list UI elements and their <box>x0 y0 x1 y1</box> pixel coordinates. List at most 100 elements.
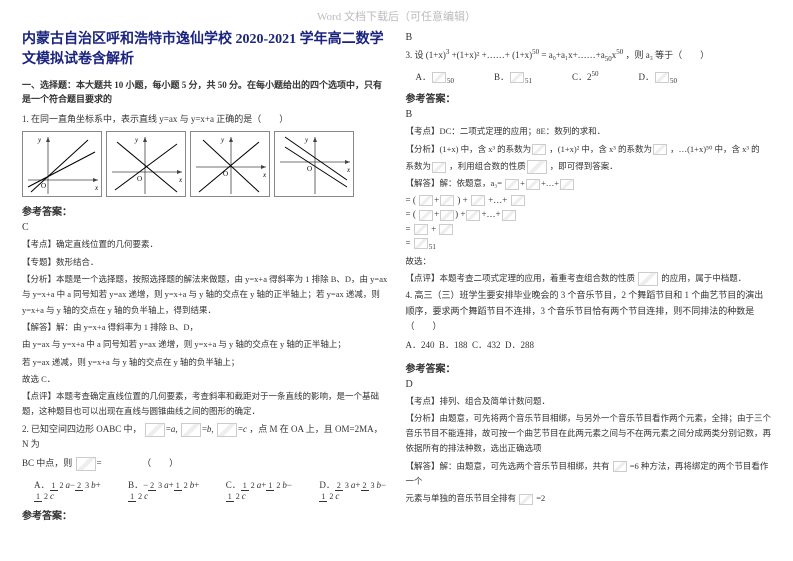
q4-text: 4. 高三（三）班学生要安排毕业晚会的 3 个音乐节目，2 个舞蹈节目和 1 个… <box>406 288 772 334</box>
q3-dp-b: 的应用，属于中档题． <box>661 273 746 283</box>
graph-b: x y O <box>106 131 186 197</box>
q3-opt-a: A．50 <box>416 70 455 85</box>
q4-opt-c: C．432 <box>472 340 501 350</box>
combo-icon <box>466 210 480 221</box>
combo-icon <box>439 224 453 235</box>
q2-opt-c: C．12a+12b−12c <box>226 478 294 501</box>
svg-text:x: x <box>346 166 351 174</box>
graph-d: x y O <box>274 131 354 197</box>
q3-last: 故选： <box>406 254 772 269</box>
q3-fx-b: ，(1+x)² 中，含 x³ 的系数为 <box>549 144 652 154</box>
graph-a: x y O <box>22 131 102 197</box>
q4-jd-c: 元素与单独的音乐节目全排有 <box>406 493 517 503</box>
q3-c: = a₀+a₁x+……+a <box>541 50 604 60</box>
q3-fenxi: 【分析】(1+x) 中，含 x³ 的系数为 ，(1+x)² 中，含 x³ 的系数… <box>406 142 772 157</box>
q1-dianping: 【点评】本题考查确定直线位置的几何要素，考查斜率和截距对于一条直线的影响，是一个… <box>22 389 388 420</box>
q2-opt-a: A．12a−23b+12c <box>34 478 102 501</box>
q3-d: ，则 a₃ 等于（ ） <box>625 50 709 60</box>
q3-fenxi-2: 系数为 ，利用组合数的性质 ，即可得到答案． <box>406 159 772 174</box>
combo-icon <box>432 72 446 83</box>
combo-icon <box>414 238 428 249</box>
section-1-heading: 一、选择题：本大题共 10 小题，每小题 5 分，共 50 分。在每小题给出的四… <box>22 79 388 106</box>
q1-jiedai-2: 由 y=ax 与 y=x+a 中 a 同号知若 y=ax 递增，则 y=x+a … <box>22 337 388 352</box>
svg-text:O: O <box>137 175 142 183</box>
q1-jiedai-4: 故选 C． <box>22 372 388 387</box>
q1-answer: C <box>22 222 388 233</box>
q4-answer: D <box>406 379 772 390</box>
vector-mn-icon <box>76 457 96 471</box>
answer-label-3: 参考答案： <box>406 90 772 105</box>
q3-opt-b: B．51 <box>494 70 532 85</box>
combo-icon <box>560 179 574 190</box>
q3-b: +(1+x)² +……+ (1+x) <box>452 50 533 60</box>
svg-text:y: y <box>134 136 139 144</box>
combo-icon <box>526 179 540 190</box>
q4-jd-d: =2 <box>536 493 545 503</box>
answer-label-1: 参考答案： <box>22 203 388 218</box>
vector-oc-icon <box>217 423 237 437</box>
q3-fx-e: ，利用组合数的性质 <box>449 161 526 171</box>
q2-answer: B <box>406 32 772 43</box>
combo-icon <box>414 224 428 235</box>
q2-text-c: BC 中点，则 <box>22 458 72 468</box>
combo-icon <box>532 144 546 155</box>
combo-icon <box>511 195 525 206</box>
q1-text: 1. 在同一直角坐标系中，表示直线 y=ax 与 y=x+a 正确的是（ ） <box>22 112 388 127</box>
q1-kaodian: 【考点】确定直线位置的几何要素． <box>22 237 388 252</box>
q3-opt-d: D．50 <box>639 70 678 85</box>
svg-text:O: O <box>307 165 312 173</box>
combo-icon <box>653 144 667 155</box>
left-column: 内蒙古自治区呼和浩特市逸仙学校 2020-2021 学年高二数学文模拟试卷含解析… <box>22 30 388 526</box>
combo-icon <box>419 195 433 206</box>
combo-icon <box>471 195 485 206</box>
q3-fx-f: ，即可得到答案． <box>550 161 618 171</box>
q1-jiedai-1: 【解答】解：由 y=x+a 得斜率为 1 排除 B、D， <box>22 320 388 335</box>
formula-icon <box>638 272 658 286</box>
q2-opt-d: D．23a+23b−12c <box>319 478 387 501</box>
right-column: B 3. 设 (1+x)3 +(1+x)² +……+ (1+x)50 = a₀+… <box>406 30 772 526</box>
q3-step-2: = ( +) ++…+ <box>406 209 772 220</box>
q3-dianping: 【点评】本题考查二项式定理的应用，着重考查组合数的性质 的应用，属于中档题． <box>406 271 772 286</box>
combo-icon <box>510 72 524 83</box>
q4-options: A．240 B．188 C．432 D．288 <box>406 338 772 353</box>
q3-kaodian: 【考点】DC：二项式定理的应用；8E：数列的求和． <box>406 124 772 139</box>
watermark-text: Word 文档下载后（可任意编辑） <box>0 8 793 24</box>
formula-icon <box>527 160 547 174</box>
combo-icon <box>440 195 454 206</box>
vector-ob-icon <box>181 423 201 437</box>
combo-icon <box>440 210 454 221</box>
svg-text:x: x <box>262 171 267 179</box>
svg-text:O: O <box>41 182 46 190</box>
page-container: 内蒙古自治区呼和浩特市逸仙学校 2020-2021 学年高二数学文模拟试卷含解析… <box>0 0 793 536</box>
q2-text-a: 2. 已知空间四边形 OABC 中， <box>22 424 142 434</box>
q2-opt-b: B．−23a+12b+12c <box>128 478 200 501</box>
q4-jd-a: 【解答】解：由题意，可先选两个音乐节目相绑，共有 <box>406 461 610 471</box>
svg-text:y: y <box>37 136 42 144</box>
q2-text: 2. 已知空间四边形 OABC 中， =a, =b, =c ，点 M 在 OA … <box>22 422 388 453</box>
q3-step-4: = 51 <box>406 238 772 251</box>
q3-fx-d: 系数为 <box>406 161 432 171</box>
q3-a: 3. 设 (1+x) <box>406 50 446 60</box>
svg-text:x: x <box>178 176 183 184</box>
q4-jiedai-2: 元素与单独的音乐节目全排有 =2 <box>406 491 772 506</box>
q3-eq1a: = ( <box>406 195 416 205</box>
q3-dp-a: 【点评】本题考查二项式定理的应用，着重考查组合数的性质 <box>406 273 636 283</box>
q1-jiedai-3: 若 y=ax 递减，则 y=x+a 与 y 轴的交点在 y 轴的负半轴上； <box>22 355 388 370</box>
vector-oa-icon <box>145 423 165 437</box>
q3-fx-a: 【分析】(1+x) 中，含 x³ 的系数为 <box>406 144 532 154</box>
combo-icon <box>419 210 433 221</box>
q3-step-3: = + <box>406 224 772 235</box>
doc-title: 内蒙古自治区呼和浩特市逸仙学校 2020-2021 学年高二数学文模拟试卷含解析 <box>22 30 388 69</box>
q3-eq1c: +…+ <box>488 195 507 205</box>
q4-kaodian: 【考点】排列、组合及简单计数问题． <box>406 394 772 409</box>
answer-label-2: 参考答案： <box>22 507 388 522</box>
q3-options: A．50 B．51 C．250 D．50 <box>416 70 772 85</box>
q3-step-1: = ( + ) + +…+ <box>406 195 772 206</box>
svg-text:y: y <box>220 136 225 144</box>
q1-zhuanti: 【专题】数形结合． <box>22 255 388 270</box>
q3-jd-0: 【解答】解：依题意，a₃= <box>406 178 503 188</box>
q3-eq2: = ( <box>406 209 416 219</box>
graph-c: x y O <box>190 131 270 197</box>
combo-icon <box>502 210 516 221</box>
svg-text:y: y <box>304 136 309 144</box>
